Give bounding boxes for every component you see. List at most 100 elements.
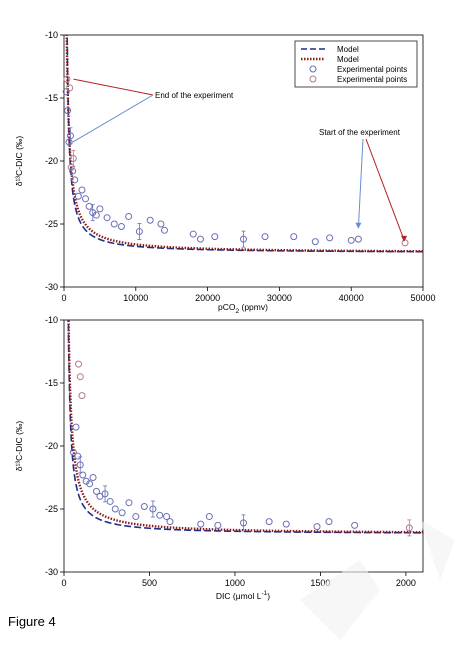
data-point <box>326 234 334 242</box>
chart-2: 0 500 1000 1500 2000 -10 -15 -20 -25 -30 DIC (μmol… <box>14 315 424 601</box>
data-point <box>72 423 80 431</box>
x-tick-label: 40000 <box>339 293 364 303</box>
data-point <box>78 392 86 400</box>
data-point <box>146 216 154 224</box>
data-point <box>79 471 87 479</box>
x-tick-label: 500 <box>142 578 157 588</box>
annotation-arrow-blue <box>357 138 364 228</box>
data-point <box>85 202 93 210</box>
y-tick-label: -10 <box>45 30 58 40</box>
series-model-line <box>67 320 423 534</box>
data-point <box>76 461 84 469</box>
y-axis-label: δ¹³C-DIC (‰) <box>14 421 24 472</box>
x-tick-label: 10000 <box>123 293 148 303</box>
data-point <box>106 497 114 505</box>
y-tick-label: -25 <box>45 219 58 229</box>
data-point <box>197 520 205 528</box>
data-point <box>71 176 79 184</box>
series-model-line <box>65 35 423 253</box>
y-tick-label: -30 <box>45 567 58 577</box>
y-tick-label: -15 <box>45 378 58 388</box>
x-tick-label: 30000 <box>267 293 292 303</box>
figure-caption: Figure 4 <box>8 614 56 629</box>
data-point <box>63 75 71 83</box>
legend-label: Model <box>337 55 359 64</box>
data-point <box>101 490 109 498</box>
data-point <box>96 205 104 213</box>
data-point <box>163 513 171 521</box>
legend-label: Experimental points <box>337 65 407 74</box>
data-point <box>354 235 362 243</box>
data-point <box>240 235 247 243</box>
data-point <box>325 518 333 526</box>
y-tick-label: -25 <box>45 504 58 514</box>
data-point <box>189 230 197 238</box>
data-point <box>65 138 73 146</box>
legend-swatch-circle <box>309 75 317 83</box>
data-point <box>149 505 157 513</box>
data-point <box>86 480 94 488</box>
data-point <box>282 520 290 528</box>
data-point <box>74 452 82 460</box>
legend-label: Model <box>337 45 359 54</box>
data-point <box>265 518 273 526</box>
y-tick-label: -20 <box>45 156 58 166</box>
legend-label: Experimental points <box>337 75 407 84</box>
annotation-arrow-red <box>365 138 405 241</box>
data-point <box>78 186 86 194</box>
data-point <box>62 88 70 96</box>
data-point <box>140 502 148 510</box>
y-tick-label: -20 <box>45 441 58 451</box>
data-point <box>67 163 75 171</box>
x-tick-label: 50000 <box>410 293 435 303</box>
data-point <box>132 513 140 521</box>
data-point <box>110 220 118 228</box>
chart-1: 0 10000 20000 30000 40000 50000 -10 -15 -20 -25 -3… <box>14 30 436 315</box>
x-tick-label: 0 <box>61 293 66 303</box>
data-point <box>76 373 84 381</box>
data-point <box>205 513 213 521</box>
data-point <box>64 107 72 115</box>
annotation-arrow-red <box>73 78 154 96</box>
arrowhead <box>401 235 408 242</box>
x-tick-label: 2000 <box>396 578 416 588</box>
data-point <box>161 226 169 234</box>
x-tick-label: 1500 <box>310 578 330 588</box>
data-point <box>66 84 74 92</box>
x-axis-label: pCO2 (ppmv) <box>218 302 268 315</box>
data-point <box>69 448 77 456</box>
y-tick-label: -15 <box>45 93 58 103</box>
arrowhead <box>355 222 362 229</box>
data-point <box>118 509 126 517</box>
data-point <box>125 499 133 507</box>
data-point <box>69 154 77 162</box>
data-point <box>311 238 319 246</box>
data-point <box>82 195 90 203</box>
data-point <box>313 523 321 531</box>
data-point <box>347 236 355 244</box>
x-tick-label: 20000 <box>195 293 220 303</box>
data-point <box>156 511 164 519</box>
data-point <box>111 505 119 513</box>
data-point <box>135 228 143 236</box>
data-point <box>166 518 174 526</box>
annotation-end: End of the experiment <box>155 91 234 100</box>
data-point <box>196 235 204 243</box>
x-axis-label: DIC (μmol L-1) <box>216 590 270 601</box>
series-model-line <box>67 320 423 534</box>
data-point <box>117 223 125 231</box>
data-point <box>89 474 97 481</box>
data-point <box>214 521 222 529</box>
data-point <box>351 521 359 529</box>
data-point <box>75 360 83 368</box>
data-point <box>74 192 82 200</box>
data-point <box>66 132 74 140</box>
data-point <box>290 233 298 241</box>
y-tick-label: -30 <box>45 282 58 292</box>
data-point <box>240 519 247 527</box>
data-point <box>103 214 111 222</box>
data-point <box>125 212 133 220</box>
y-tick-label: -10 <box>45 315 58 325</box>
data-point <box>157 220 165 228</box>
